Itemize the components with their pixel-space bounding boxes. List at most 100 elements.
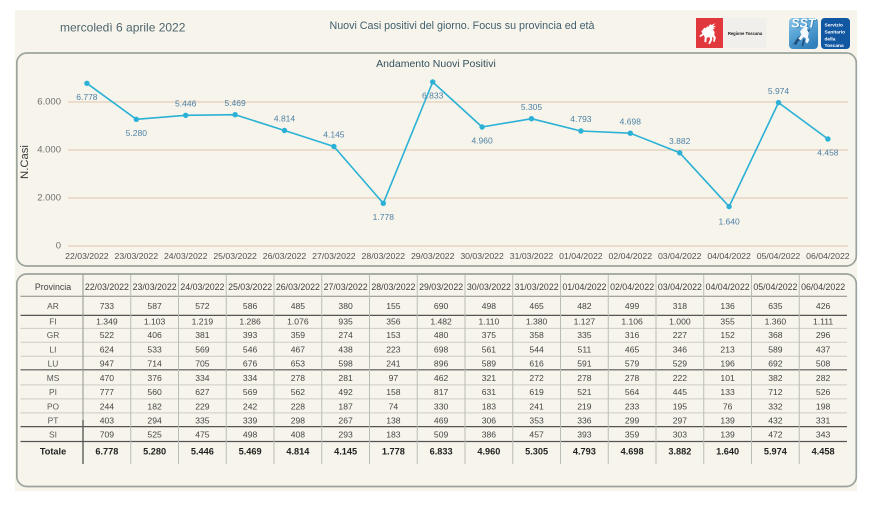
svg-text:485: 485 [291, 301, 306, 311]
svg-text:380: 380 [338, 301, 353, 311]
svg-text:579: 579 [625, 358, 640, 368]
svg-text:25/03/2022: 25/03/2022 [228, 282, 272, 292]
svg-text:Servizio: Servizio [825, 23, 843, 29]
svg-text:4.458: 4.458 [812, 446, 835, 456]
svg-text:508: 508 [816, 358, 831, 368]
svg-text:26/03/2022: 26/03/2022 [263, 251, 307, 261]
svg-text:244: 244 [100, 401, 115, 411]
svg-text:30/03/2022: 30/03/2022 [467, 282, 511, 292]
svg-text:152: 152 [720, 330, 735, 340]
svg-text:227: 227 [673, 330, 688, 340]
svg-text:4.960: 4.960 [471, 136, 493, 146]
svg-text:153: 153 [386, 330, 401, 340]
svg-text:241: 241 [529, 401, 544, 411]
svg-text:4.698: 4.698 [620, 116, 642, 126]
svg-text:1.482: 1.482 [430, 316, 452, 326]
svg-text:1.640: 1.640 [716, 446, 739, 456]
svg-text:223: 223 [386, 344, 401, 354]
svg-text:3.882: 3.882 [669, 136, 691, 146]
svg-text:343: 343 [816, 430, 831, 440]
svg-text:598: 598 [338, 358, 353, 368]
svg-text:PT: PT [48, 415, 59, 425]
svg-text:709: 709 [100, 430, 115, 440]
svg-text:4.814: 4.814 [274, 114, 296, 124]
svg-text:278: 278 [577, 373, 592, 383]
svg-text:23/03/2022: 23/03/2022 [133, 282, 177, 292]
svg-text:27/03/2022: 27/03/2022 [312, 251, 356, 261]
svg-text:04/04/2022: 04/04/2022 [706, 282, 750, 292]
svg-text:522: 522 [100, 330, 115, 340]
svg-text:26/03/2022: 26/03/2022 [276, 282, 320, 292]
svg-text:1.360: 1.360 [765, 316, 787, 326]
svg-text:06/04/2022: 06/04/2022 [806, 251, 850, 261]
svg-text:499: 499 [625, 301, 640, 311]
svg-text:692: 692 [768, 358, 783, 368]
svg-text:1.778: 1.778 [373, 212, 395, 222]
svg-text:331: 331 [816, 415, 831, 425]
svg-text:896: 896 [434, 358, 449, 368]
svg-text:5.305: 5.305 [525, 446, 548, 456]
svg-text:525: 525 [147, 430, 162, 440]
svg-text:della: della [825, 36, 836, 42]
svg-text:5.974: 5.974 [768, 86, 790, 96]
svg-text:356: 356 [386, 316, 401, 326]
svg-text:24/03/2022: 24/03/2022 [180, 282, 224, 292]
svg-text:294: 294 [147, 415, 162, 425]
svg-text:03/04/2022: 03/04/2022 [658, 282, 702, 292]
svg-text:465: 465 [529, 301, 544, 311]
svg-text:521: 521 [577, 387, 592, 397]
svg-text:438: 438 [338, 344, 353, 354]
svg-text:589: 589 [482, 358, 497, 368]
svg-text:1.103: 1.103 [144, 316, 166, 326]
svg-text:97: 97 [389, 373, 399, 383]
svg-text:469: 469 [434, 415, 449, 425]
svg-text:1.000: 1.000 [669, 316, 691, 326]
svg-text:1.778: 1.778 [382, 446, 405, 456]
svg-text:1.110: 1.110 [478, 316, 499, 326]
svg-text:381: 381 [195, 330, 210, 340]
svg-text:293: 293 [338, 430, 353, 440]
svg-text:242: 242 [243, 401, 258, 411]
svg-text:375: 375 [482, 330, 497, 340]
svg-text:05/04/2022: 05/04/2022 [757, 251, 801, 261]
svg-text:4.698: 4.698 [621, 446, 644, 456]
svg-text:561: 561 [482, 344, 497, 354]
svg-text:183: 183 [386, 430, 401, 440]
svg-text:457: 457 [529, 430, 544, 440]
svg-text:1.349: 1.349 [96, 316, 118, 326]
svg-text:526: 526 [816, 387, 831, 397]
svg-text:296: 296 [816, 330, 831, 340]
svg-text:74: 74 [389, 401, 399, 411]
svg-text:562: 562 [291, 387, 306, 397]
svg-text:653: 653 [291, 358, 306, 368]
svg-text:22/03/2022: 22/03/2022 [85, 282, 129, 292]
svg-text:4.145: 4.145 [334, 446, 357, 456]
svg-text:29/03/2022: 29/03/2022 [411, 251, 455, 261]
svg-text:Sanitario: Sanitario [825, 30, 846, 36]
svg-text:Toscana: Toscana [825, 43, 844, 49]
svg-text:06/04/2022: 06/04/2022 [801, 282, 845, 292]
svg-text:76: 76 [723, 401, 733, 411]
svg-text:306: 306 [482, 415, 497, 425]
svg-text:136: 136 [720, 301, 735, 311]
svg-text:733: 733 [100, 301, 115, 311]
svg-text:Nuovi Casi positivi del giorno: Nuovi Casi positivi del giorno. Focus su… [330, 20, 595, 32]
svg-text:31/03/2022: 31/03/2022 [515, 282, 559, 292]
svg-text:330: 330 [434, 401, 449, 411]
svg-text:SST: SST [791, 16, 816, 31]
svg-text:155: 155 [386, 301, 401, 311]
svg-text:368: 368 [768, 330, 783, 340]
svg-text:698: 698 [434, 344, 449, 354]
svg-text:544: 544 [529, 344, 544, 354]
svg-text:358: 358 [529, 330, 544, 340]
svg-text:182: 182 [147, 401, 162, 411]
svg-text:511: 511 [578, 344, 592, 354]
svg-text:4.814: 4.814 [286, 446, 310, 456]
svg-text:187: 187 [338, 401, 353, 411]
svg-text:586: 586 [243, 301, 258, 311]
svg-text:4.458: 4.458 [817, 148, 839, 158]
svg-text:299: 299 [625, 415, 640, 425]
svg-text:139: 139 [720, 430, 735, 440]
svg-text:mercoledì 6 aprile 2022: mercoledì 6 aprile 2022 [60, 21, 186, 35]
svg-text:426: 426 [816, 301, 831, 311]
